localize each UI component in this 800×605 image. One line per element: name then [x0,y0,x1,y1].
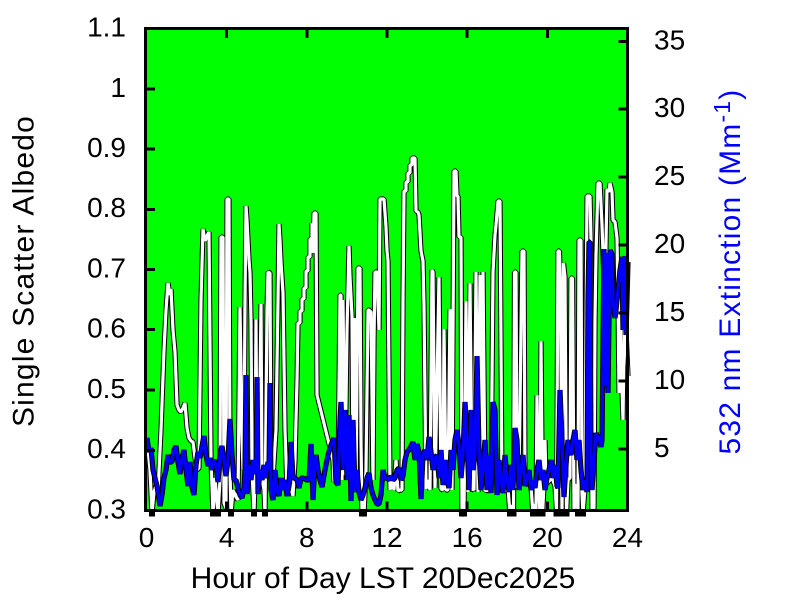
svg-text:20: 20 [654,228,685,259]
svg-text:8: 8 [299,522,315,553]
svg-text:4: 4 [219,522,235,553]
svg-text:0.7: 0.7 [87,253,126,284]
svg-text:10: 10 [654,364,685,395]
svg-text:0.5: 0.5 [87,373,126,404]
svg-text:0: 0 [139,522,155,553]
svg-text:532 nm Extinction (Mm-1): 532 nm Extinction (Mm-1) [709,88,747,454]
svg-text:0.9: 0.9 [87,132,126,163]
svg-text:5: 5 [654,432,670,463]
svg-text:25: 25 [654,160,685,191]
svg-text:16: 16 [452,522,483,553]
svg-text:0.4: 0.4 [87,433,126,464]
svg-text:0.6: 0.6 [87,313,126,344]
svg-text:1.1: 1.1 [87,12,126,43]
svg-text:0.3: 0.3 [87,494,126,525]
svg-text:15: 15 [654,296,685,327]
svg-text:20: 20 [532,522,563,553]
svg-text:35: 35 [654,24,685,55]
svg-text:0.8: 0.8 [87,192,126,223]
svg-text:Hour of Day LST 20Dec2025: Hour of Day LST 20Dec2025 [191,562,576,595]
svg-text:12: 12 [371,522,402,553]
svg-text:1: 1 [110,72,126,103]
svg-text:Single Scatter Albedo: Single Scatter Albedo [8,115,41,427]
svg-text:30: 30 [654,92,685,123]
svg-text:24: 24 [612,522,643,553]
